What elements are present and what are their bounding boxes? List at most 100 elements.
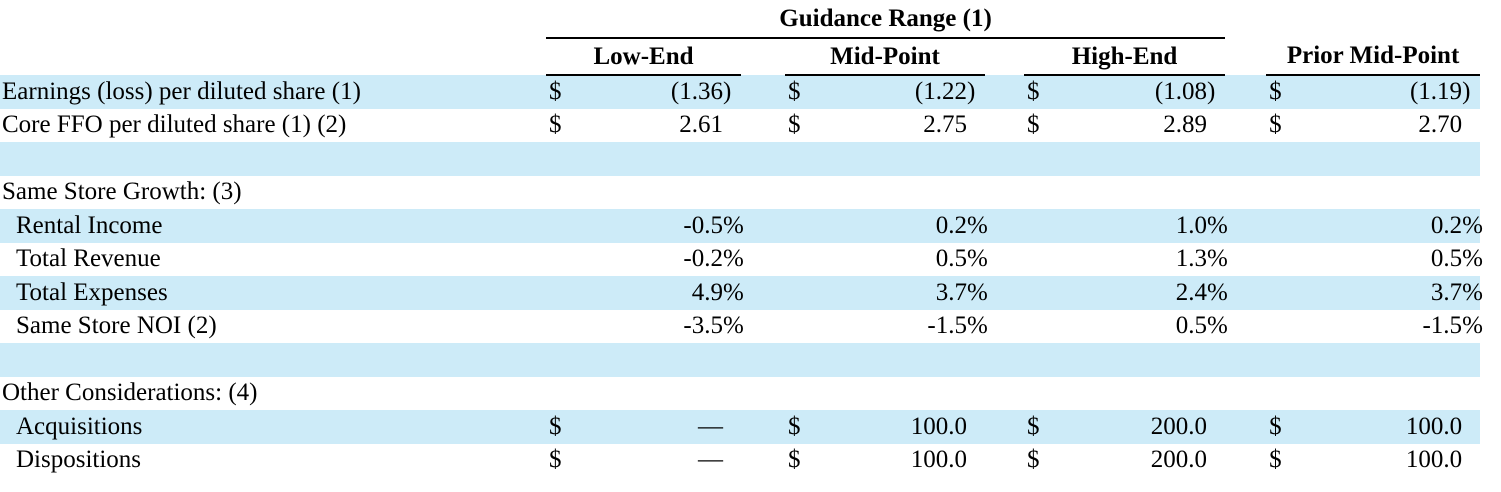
column-gap — [1225, 142, 1267, 176]
column-gap — [741, 38, 785, 75]
cell-currency — [1266, 142, 1301, 176]
column-gap — [741, 276, 785, 310]
cell-currency — [1266, 343, 1301, 377]
cell-number — [819, 377, 967, 411]
cell-number: (1.19 — [1300, 75, 1463, 109]
cell-currency — [1266, 209, 1301, 243]
column-header-prior-mid-point: Prior Mid-Point — [1266, 38, 1481, 76]
cell-number: 1.3 — [1175, 245, 1207, 273]
column-gap — [741, 209, 785, 243]
column-gap — [741, 176, 785, 210]
cell-suffix — [1462, 377, 1480, 411]
cell-number: 2.4 — [1058, 276, 1207, 310]
table-row: Total Expenses 4.9% 3.7% 2.4% 3.7% — [0, 276, 1483, 310]
cell-currency: $ — [1027, 446, 1040, 474]
cell-currency — [546, 276, 580, 310]
cell-suffix — [723, 109, 741, 143]
cell-suffix: % — [1207, 245, 1228, 273]
row-label: Same Store NOI (2) — [16, 312, 217, 340]
cell-currency: $ — [1024, 75, 1058, 109]
row-label — [0, 343, 546, 377]
table-row: Rental Income -0.5% 0.2% 1.0% 0.2% — [0, 209, 1483, 243]
column-gap — [741, 410, 785, 444]
row-label: Other Considerations: (4) — [2, 379, 258, 407]
cell-suffix: % — [1207, 312, 1228, 340]
column-gap — [1225, 243, 1266, 277]
cell-currency — [546, 176, 580, 210]
cell-currency: $ — [549, 111, 562, 139]
cell-number: 0.5 — [1430, 245, 1463, 273]
cell-number — [1058, 142, 1207, 176]
guidance-table: Guidance Range (1) Low-End Mid-Point Hig… — [0, 0, 1483, 478]
cell-number — [1300, 176, 1462, 210]
cell-suffix: % — [967, 209, 988, 243]
column-gap — [1225, 343, 1267, 377]
cell-currency — [1266, 176, 1300, 210]
cell-number: 0.2 — [819, 209, 967, 243]
cell-suffix — [967, 142, 985, 176]
cell-currency — [785, 142, 819, 176]
row-label: Core FFO per diluted share (1) (2) — [2, 111, 347, 139]
cell-suffix — [967, 377, 985, 411]
cell-suffix — [1462, 142, 1481, 176]
column-gap — [1225, 276, 1267, 310]
cell-suffix: % — [1462, 312, 1483, 340]
column-gap — [985, 75, 1024, 109]
column-header-low-end: Low-End — [546, 38, 741, 76]
cell-number: 2.70 — [1418, 111, 1463, 139]
cell-suffix — [723, 176, 741, 210]
column-gap — [1225, 310, 1266, 344]
column-gap — [741, 310, 785, 344]
column-gap — [985, 176, 1024, 210]
table-row: Core FFO per diluted share (1) (2) $2.61 $… — [0, 109, 1480, 143]
cell-number — [1058, 377, 1207, 411]
cell-number: -0.5 — [580, 209, 723, 243]
cell-suffix — [723, 444, 741, 478]
cell-suffix: % — [723, 276, 744, 310]
cell-number — [580, 343, 723, 377]
header-spacer — [0, 0, 546, 38]
table-row: Total Revenue -0.2% 0.5% 1.3% 0.5% — [0, 243, 1483, 277]
row-label: Rental Income — [0, 209, 546, 243]
cell-number: 0.2 — [1300, 209, 1463, 243]
column-gap — [985, 377, 1024, 411]
column-gap — [1225, 75, 1267, 109]
column-gap — [741, 142, 785, 176]
cell-suffix — [967, 109, 985, 143]
cell-number: 0.5 — [935, 245, 967, 273]
column-gap — [741, 444, 785, 478]
cell-currency — [1266, 310, 1300, 344]
cell-suffix — [1462, 176, 1480, 210]
cell-suffix: % — [967, 312, 988, 340]
group-header-row: Guidance Range (1) — [0, 0, 1480, 39]
cell-currency — [546, 310, 580, 344]
cell-suffix — [1207, 410, 1226, 444]
cell-number — [1300, 142, 1463, 176]
cell-currency — [785, 276, 819, 310]
cell-suffix: ) — [723, 75, 741, 109]
table-row: Other Considerations: (4) — [0, 377, 1480, 411]
column-gap — [1225, 377, 1266, 411]
cell-currency — [1024, 243, 1058, 277]
cell-currency: $ — [788, 446, 801, 474]
cell-currency — [785, 209, 819, 243]
cell-currency — [1024, 142, 1058, 176]
cell-number: 2.61 — [679, 111, 723, 139]
cell-currency — [546, 142, 580, 176]
row-label: Total Revenue — [16, 245, 161, 273]
cell-suffix: % — [1462, 209, 1483, 243]
cell-currency: $ — [1024, 410, 1058, 444]
cell-suffix: ) — [1207, 75, 1226, 109]
cell-currency — [1266, 276, 1301, 310]
cell-suffix — [967, 410, 985, 444]
row-label: Dispositions — [16, 446, 142, 474]
cell-currency — [546, 243, 580, 277]
cell-currency: $ — [1269, 446, 1282, 474]
cell-suffix — [723, 343, 741, 377]
column-gap — [1225, 444, 1266, 478]
cell-number — [1058, 343, 1207, 377]
cell-suffix — [723, 142, 741, 176]
cell-number: 200.0 — [1058, 410, 1207, 444]
cell-number: 3.7 — [819, 276, 967, 310]
cell-number: (1.36 — [580, 75, 723, 109]
